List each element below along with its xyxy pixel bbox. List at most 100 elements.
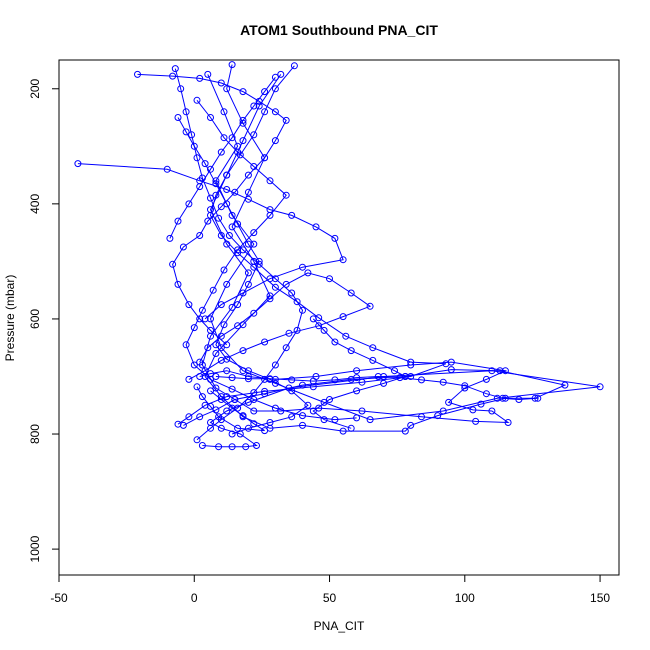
data-point [339, 427, 347, 435]
data-point [461, 382, 469, 390]
data-point [190, 142, 198, 150]
data-point [369, 356, 377, 364]
profile-series [174, 62, 450, 428]
data-point [204, 344, 212, 352]
data-point [271, 361, 279, 369]
data-point [380, 379, 388, 387]
data-point [347, 347, 355, 355]
data-point [447, 366, 455, 374]
data-point [217, 232, 225, 239]
data-point [261, 375, 269, 383]
data-point [207, 424, 214, 432]
data-point [277, 70, 285, 78]
data-point [225, 232, 233, 239]
data-point [179, 243, 187, 251]
data-point [499, 394, 507, 402]
data-point [228, 374, 236, 382]
data-point [358, 407, 366, 415]
data-point [228, 303, 236, 311]
data-point [442, 360, 450, 368]
data-point [534, 394, 542, 402]
data-point [261, 154, 269, 162]
data-point [261, 108, 269, 116]
data-point [366, 416, 374, 424]
data-point [188, 131, 196, 139]
data-point [193, 383, 201, 391]
data-point [288, 211, 296, 219]
data-point [282, 280, 290, 288]
data-point [217, 332, 225, 340]
data-point [596, 383, 604, 391]
data-point [347, 424, 355, 432]
data-point [174, 217, 182, 225]
data-point [366, 302, 374, 310]
data-point [212, 373, 220, 380]
data-point [207, 194, 214, 202]
data-point [288, 376, 296, 384]
data-point [290, 62, 298, 70]
data-point [250, 420, 258, 428]
data-point [250, 163, 258, 170]
data-point [220, 108, 228, 116]
data-point [207, 315, 214, 323]
data-point [250, 131, 258, 139]
data-point [418, 413, 425, 421]
data-point [461, 384, 469, 392]
x-tick-label: 150 [590, 591, 610, 605]
data-point [347, 289, 355, 297]
data-point [266, 375, 274, 383]
data-point [223, 171, 231, 179]
data-point [220, 134, 228, 142]
data-point [482, 390, 490, 398]
data-point [190, 324, 198, 332]
data-point [201, 315, 209, 323]
data-point [185, 375, 193, 383]
data-point [239, 289, 247, 297]
data-point [250, 240, 258, 248]
data-point [228, 61, 236, 69]
data-point [358, 378, 366, 386]
data-point [255, 257, 263, 265]
data-point [304, 401, 312, 409]
data-point [217, 396, 225, 403]
data-point [198, 393, 206, 401]
data-point [320, 398, 328, 406]
y-axis-label: Pressure (mbar) [3, 275, 17, 362]
profile-line [177, 117, 309, 435]
data-point [212, 341, 220, 349]
data-point [228, 404, 236, 412]
data-point [271, 137, 279, 145]
data-point [209, 286, 217, 294]
data-point [207, 114, 214, 121]
data-point [250, 407, 258, 415]
data-point [223, 280, 231, 288]
data-point [299, 412, 306, 420]
profile-line [169, 76, 276, 239]
data-point [331, 338, 339, 346]
data-point [217, 203, 225, 211]
data-point [299, 421, 306, 429]
data-point [244, 424, 252, 432]
data-point [177, 85, 185, 93]
profile-series [182, 96, 361, 424]
data-point [261, 427, 269, 435]
data-point [169, 72, 177, 80]
data-point [288, 289, 296, 297]
data-point [223, 85, 231, 93]
data-point [482, 375, 490, 383]
data-point [223, 186, 231, 193]
data-point [239, 116, 247, 124]
data-point [515, 396, 523, 403]
data-point [501, 367, 509, 375]
y-tick-label: 800 [28, 424, 42, 444]
data-point [244, 269, 252, 277]
data-point [271, 275, 279, 283]
data-point [255, 102, 263, 110]
data-point [198, 442, 206, 449]
data-point [244, 188, 252, 196]
data-point [74, 160, 82, 168]
profile-line [199, 74, 510, 424]
data-point [418, 376, 425, 384]
data-point [207, 326, 214, 334]
